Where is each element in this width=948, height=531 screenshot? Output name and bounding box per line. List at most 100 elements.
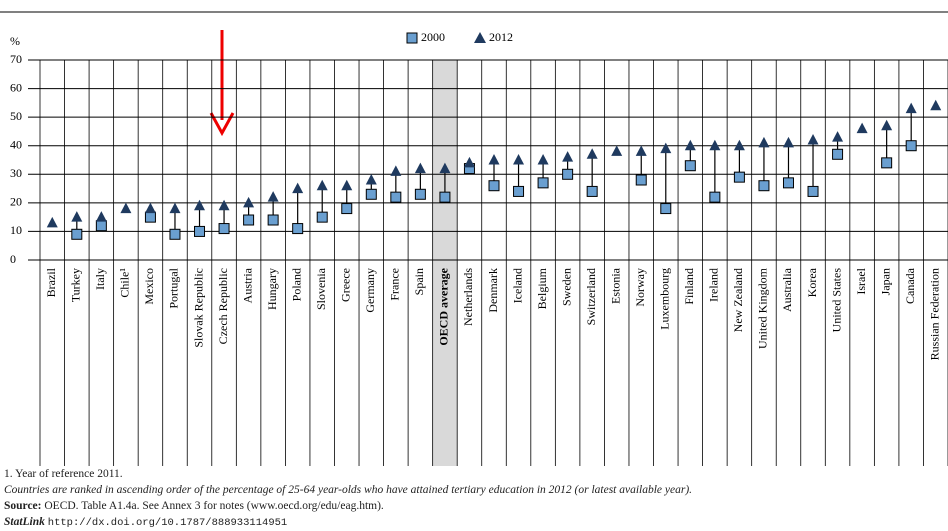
notes: 1. Year of reference 2011. Countries are… [4,466,948,531]
marker-square [832,148,844,160]
x-tick-label: New Zealand [731,268,745,332]
marker-triangle [635,145,647,156]
marker-triangle [365,174,377,185]
x-tick-label: Germany [363,268,377,313]
marker-triangle [194,199,206,211]
x-tick-label: Brazil [44,267,58,297]
marker-triangle [905,102,917,114]
marker-square [513,185,525,197]
marker-triangle [243,196,255,208]
page: % 0 10 20 30 40 50 60 70 2000 2012 Brazil Turkey Ita… [0,11,948,529]
marker-triangle [95,211,107,222]
statlink-url[interactable]: http://dx.doi.org/10.1787/888933114951 [47,517,288,529]
y-tick-label: 30 [10,166,22,180]
marker-triangle [46,216,58,228]
marker-triangle [856,122,868,134]
marker-square [169,228,181,240]
marker-triangle [733,139,745,151]
marker-square [292,223,304,235]
y-axis-label: % [10,34,20,48]
marker-square [709,191,721,203]
y-tick-label: 70 [10,52,22,66]
source: Source: OECD. Table A1.4a. See Annex 3 f… [4,498,948,514]
marker-triangle [292,182,304,194]
y-tick-label: 20 [10,195,22,209]
marker-triangle [586,148,598,159]
source-text: OECD. Table A1.4a. See Annex 3 for notes… [44,500,384,512]
marker-square [144,211,156,223]
ranking-note: Countries are ranked in ascending order … [4,484,693,496]
marker-square [316,211,328,223]
x-tick-label: Japan [878,268,892,295]
marker-triangle [218,199,230,211]
x-tick-label: Estonia [608,267,622,304]
source-label: Source: [4,500,42,512]
marker-triangle [562,151,574,162]
annotation-arrow-head [209,112,235,137]
x-tick-label: Hungary [265,268,279,310]
legend-label: 2012 [489,30,513,44]
x-tick-label: Chile¹ [118,268,132,298]
x-tick-label: Spain [412,268,426,295]
x-tick-label: United States [829,268,843,333]
x-tick-label: France [388,268,402,301]
marker-square [635,174,647,186]
marker-triangle [758,136,770,148]
marker-triangle [513,154,525,165]
legend-label: 2000 [421,30,445,44]
marker-triangle [390,165,402,176]
marker-square [586,185,598,197]
x-tick-label: United Kingdom [756,267,770,349]
marker-triangle [120,202,132,214]
marker-square [194,225,206,237]
marker-triangle [71,211,83,222]
x-tick-label: Russian Federation [927,268,941,360]
legend-marker [474,32,486,43]
x-tick-label: Poland [289,268,303,301]
marker-square [807,185,819,197]
x-tick-label: Luxembourg [658,268,672,330]
marker-square [758,180,770,192]
marker-square [341,203,353,215]
statlink-label: StatLink [4,516,45,528]
marker-triangle [611,145,623,156]
marker-square [782,177,794,189]
marker-triangle [463,156,475,168]
x-tick-label: Korea [805,267,819,297]
marker-triangle [144,202,156,214]
marker-square [218,223,230,235]
marker-triangle [709,139,721,151]
marker-triangle [341,179,353,191]
x-tick-label: Czech Republic [216,268,230,344]
x-tick-label: Portugal [167,267,181,308]
chart: % 0 10 20 30 40 50 60 70 2000 2012 Brazil Turkey Ita… [0,11,948,466]
marker-triangle [267,191,279,202]
marker-square [439,191,451,203]
marker-square [267,214,279,226]
marker-triangle [782,136,794,148]
marker-triangle [684,139,696,151]
marker-square [537,177,549,189]
x-tick-label: Denmark [486,268,500,313]
marker-triangle [316,179,328,191]
x-tick-label: Ireland [707,268,721,302]
statlink: StatLink http://dx.doi.org/10.1787/88893… [4,514,948,531]
x-tick-label: Italy [93,268,107,290]
y-tick-label: 40 [10,137,22,151]
x-tick-label: Sweden [559,268,573,306]
marker-square [414,188,426,200]
x-tick-label: Austria [240,267,254,303]
x-tick-label: Turkey [69,268,83,302]
marker-square [562,168,574,180]
x-tick-label: Slovak Republic [191,268,205,348]
marker-square [660,203,672,215]
x-tick-label: Finland [682,268,696,305]
marker-triangle [537,154,549,165]
x-tick-label: Belgium [535,267,549,309]
x-tick-label: Netherlands [461,268,475,326]
x-tick-label: Israel [854,267,868,294]
marker-square [390,191,402,203]
y-tick-label: 10 [10,223,22,237]
marker-square [365,188,377,200]
marker-square [95,220,107,232]
